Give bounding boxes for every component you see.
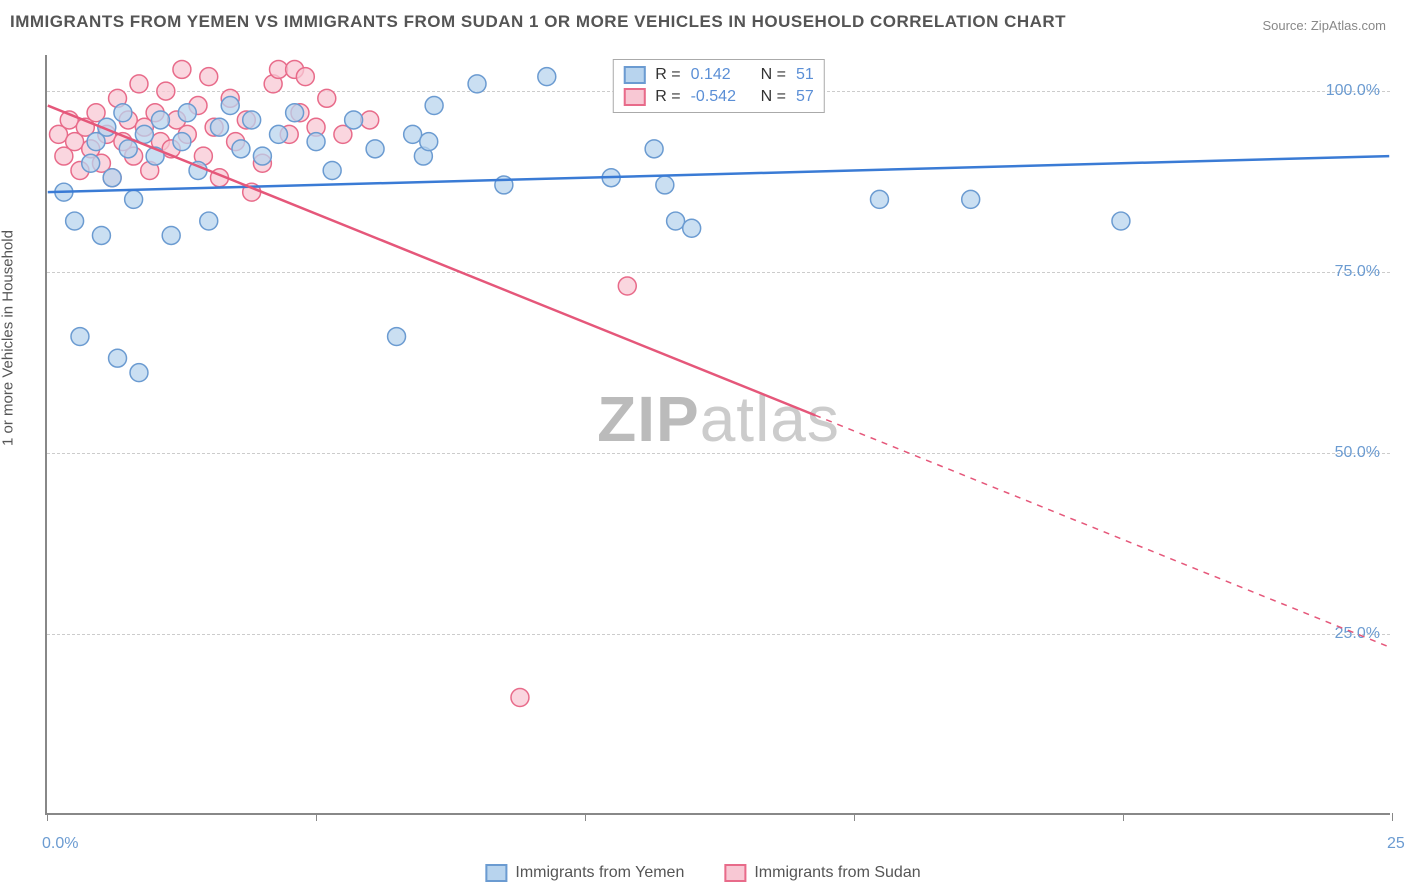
legend-stats-row-yemen: R = 0.142 N = 51 — [623, 64, 813, 86]
legend-stats: R = 0.142 N = 51 R = -0.542 N = 57 — [612, 59, 824, 113]
chart-title: IMMIGRANTS FROM YEMEN VS IMMIGRANTS FROM… — [10, 12, 1066, 32]
legend-item-sudan: Immigrants from Sudan — [724, 864, 920, 882]
y-axis-label: 1 or more Vehicles in Household — [0, 230, 17, 446]
source-label: Source: ZipAtlas.com — [1262, 18, 1386, 33]
legend-bottom: Immigrants from Yemen Immigrants from Su… — [485, 864, 920, 882]
swatch-sudan — [623, 88, 645, 106]
chart-svg — [47, 55, 1390, 813]
legend-label-yemen: Immigrants from Yemen — [515, 864, 684, 882]
swatch-yemen — [623, 66, 645, 84]
swatch-sudan-bottom — [724, 864, 746, 882]
legend-item-yemen: Immigrants from Yemen — [485, 864, 684, 882]
r-value-sudan: -0.542 — [691, 88, 751, 106]
legend-label-sudan: Immigrants from Sudan — [754, 864, 920, 882]
plot-area: ZIPatlas R = 0.142 N = 51 R = -0.542 N =… — [45, 55, 1390, 815]
n-value-yemen: 51 — [796, 66, 814, 84]
legend-stats-row-sudan: R = -0.542 N = 57 — [623, 86, 813, 108]
r-value-yemen: 0.142 — [691, 66, 751, 84]
n-value-sudan: 57 — [796, 88, 814, 106]
swatch-yemen-bottom — [485, 864, 507, 882]
